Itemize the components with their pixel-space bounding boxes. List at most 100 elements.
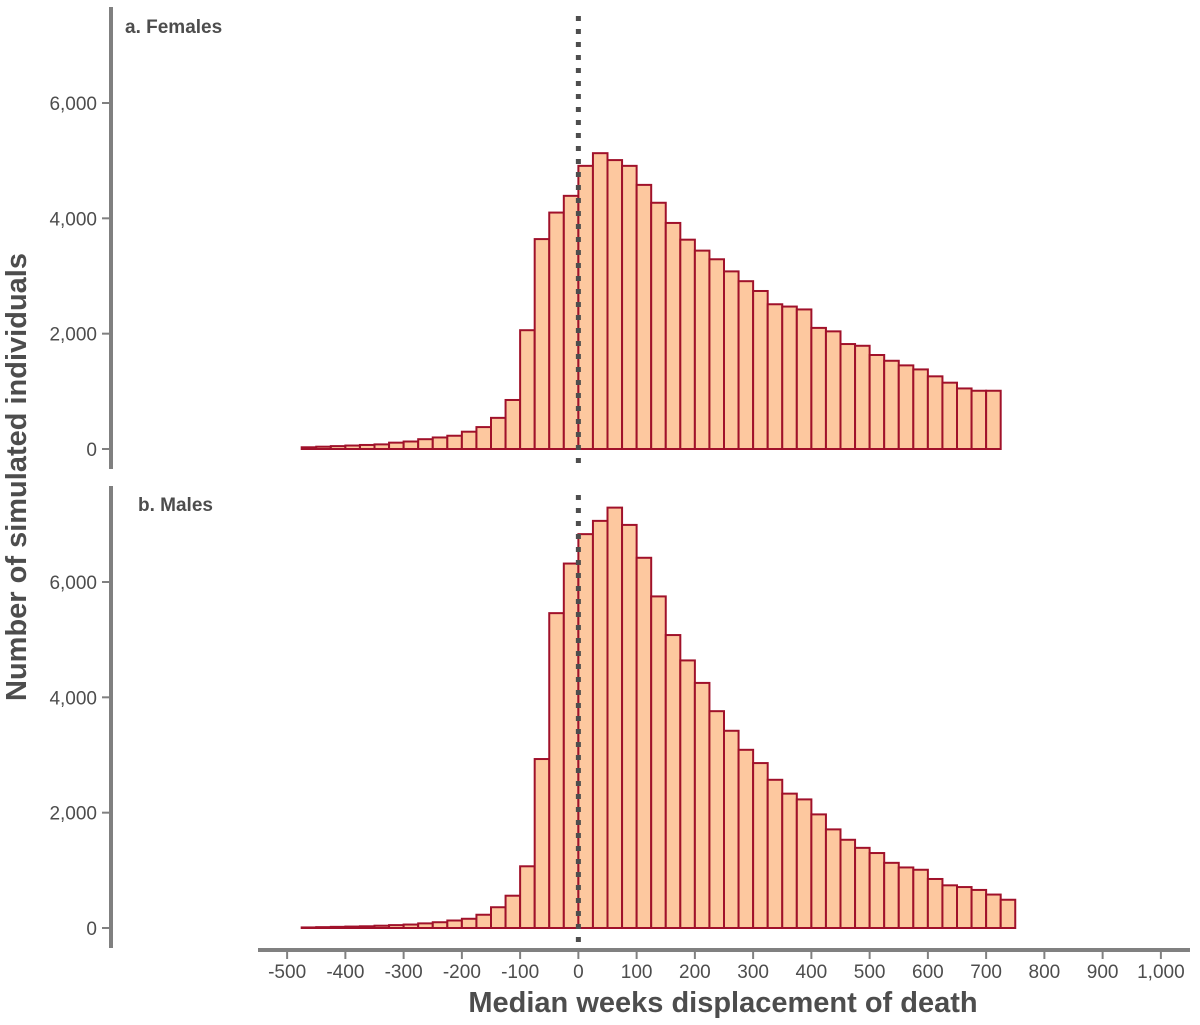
panel-title-males: b. Males (138, 495, 213, 516)
histogram-bar (329, 445, 347, 451)
histogram-bar (635, 183, 653, 451)
histogram-bar (460, 430, 478, 451)
histogram-bar (664, 634, 682, 929)
histogram-bar (985, 893, 1002, 930)
histogram-bar (548, 211, 565, 450)
histogram-bar (752, 762, 769, 929)
x-tick-label: 600 (912, 962, 944, 983)
histogram-bar (431, 436, 449, 451)
histogram-bar (358, 925, 376, 930)
histogram-bar (621, 164, 638, 451)
histogram-bar (460, 917, 478, 929)
y-axis-title: Number of simulated individuals (1, 253, 33, 701)
x-tick-label: 500 (854, 962, 886, 983)
histogram-bar (737, 280, 755, 450)
histogram-bar (606, 506, 624, 929)
histogram-bar (839, 838, 857, 930)
y-tick-label: 6,000 (49, 94, 97, 115)
histogram-bar (854, 846, 871, 929)
y-tick-label: 4,000 (49, 209, 97, 230)
histogram-bar (475, 426, 492, 451)
histogram-bar (402, 923, 420, 929)
histogram-bar (431, 921, 449, 930)
histogram-bar (519, 865, 536, 930)
histogram-bar (970, 389, 988, 450)
histogram-bar (621, 523, 638, 929)
histogram-bar (446, 434, 463, 450)
histogram-bar (926, 375, 944, 450)
histogram-bar (504, 398, 522, 451)
histogram-bar (781, 792, 798, 929)
histogram-bar (985, 389, 1002, 450)
histogram-bar (344, 444, 361, 451)
histogram-bar (446, 919, 463, 930)
histogram-bar (766, 303, 784, 450)
x-axis: -500 -400 -300 -200 -100 0 100 200 300 400 500 600 7… (258, 948, 1190, 983)
bars (300, 506, 1017, 930)
histogram-bar (650, 595, 667, 930)
histogram-bar (373, 443, 391, 450)
histogram-bar (999, 898, 1017, 930)
histogram-bar (897, 866, 915, 930)
x-axis-title: Median weeks displacement of death (468, 987, 977, 1019)
histogram-bar (766, 778, 784, 930)
histogram-bar (650, 201, 667, 450)
histogram-bar (519, 329, 536, 450)
x-tick-label: 100 (621, 962, 653, 983)
histogram-bar (533, 758, 551, 930)
bars (300, 152, 1002, 451)
histogram-bar (897, 364, 915, 450)
panel-males: b. Males 0 2,000 4,000 6,000 (49, 486, 1017, 948)
histogram-bar (606, 159, 624, 450)
x-tick-label: 0 (573, 962, 584, 983)
histogram-bar (344, 925, 361, 930)
histogram-bar (635, 556, 653, 930)
histogram-bar (723, 729, 740, 930)
histogram-bar (329, 925, 347, 930)
histogram-bar (912, 368, 929, 451)
y-tick-label: 4,000 (49, 688, 97, 709)
histogram-bar (475, 913, 492, 930)
histogram-bar (941, 884, 958, 929)
histogram-bar (970, 888, 988, 930)
histogram-bar (388, 441, 405, 451)
histogram-bar (854, 344, 871, 451)
histogram-bar (956, 387, 973, 451)
histogram-bar (388, 924, 405, 929)
histogram-bar (824, 828, 842, 930)
panel-females: a. Females 0 2,000 4,000 6,000 (49, 7, 1002, 469)
x-tick-label: -500 (268, 962, 306, 983)
x-tick-label: 300 (737, 962, 769, 983)
histogram-bar (795, 798, 813, 929)
x-tick-label: 800 (1029, 962, 1061, 983)
histogram-bar (300, 926, 318, 930)
x-tick-label: 1,000 (1137, 962, 1185, 983)
histogram-bar (679, 238, 696, 450)
x-tick-label: 200 (679, 962, 711, 983)
histogram-bar (941, 381, 958, 450)
histogram-bar (781, 305, 798, 450)
histogram-bar (912, 868, 929, 929)
histogram-bar (839, 343, 857, 450)
histogram-bar (358, 443, 376, 451)
histogram-bar (956, 886, 973, 929)
y-tick-label: 0 (86, 919, 97, 940)
histogram-bar (693, 249, 711, 450)
x-tick-label: 700 (970, 962, 1002, 983)
histogram-bar (693, 681, 711, 930)
histogram-bar (417, 438, 434, 450)
histogram-bar (548, 612, 565, 929)
panel-title-females: a. Females (125, 17, 222, 38)
histogram-bar (883, 359, 900, 450)
histogram-bar (315, 445, 332, 450)
histogram-bar (795, 308, 813, 450)
y-tick-label: 2,000 (49, 325, 97, 346)
x-tick-label: 900 (1087, 962, 1119, 983)
histogram-bar (737, 748, 755, 929)
histogram-bar (490, 906, 507, 929)
histogram-bar (300, 446, 318, 450)
histogram-bar (824, 330, 842, 450)
histogram-bar (883, 861, 900, 929)
histogram-bar (810, 813, 827, 929)
histogram-bar (504, 894, 522, 929)
